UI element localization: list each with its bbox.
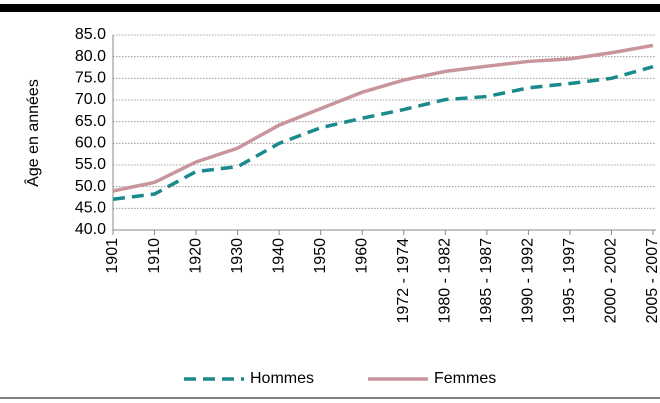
legend-label: Hommes <box>250 370 314 387</box>
x-tick-label: 1985 - 1987 <box>478 238 495 324</box>
legend-label: Femmes <box>434 370 496 387</box>
top-rule <box>0 4 660 12</box>
x-tick-label: 1910 <box>146 238 163 274</box>
series-line <box>112 43 654 193</box>
x-tick-label: 1980 - 1982 <box>437 238 454 324</box>
x-tick-label: 1940 <box>270 238 287 274</box>
x-tick-label: 1930 <box>229 238 246 274</box>
x-tick-label: 2005 - 2007 <box>644 238 660 324</box>
x-tick-label: 1990 - 1992 <box>520 238 537 324</box>
series-line <box>112 64 654 201</box>
y-tick-label: 80.0 <box>75 48 106 65</box>
y-tick-label: 50.0 <box>75 178 106 195</box>
y-tick-label: 70.0 <box>75 91 106 108</box>
x-tick-label: 1995 - 1997 <box>561 238 578 324</box>
y-tick-label: 40.0 <box>75 221 106 238</box>
x-tick-label: 1901 <box>104 238 121 274</box>
x-tick-label: 1950 <box>312 238 329 274</box>
y-tick-label: 75.0 <box>75 70 106 87</box>
y-tick-label: 55.0 <box>75 156 106 173</box>
x-tick-label: 1960 <box>353 238 370 274</box>
y-tick-label: 60.0 <box>75 135 106 152</box>
x-tick-label: 1920 <box>187 238 204 274</box>
y-tick-label: 65.0 <box>75 113 106 130</box>
y-tick-label: 85.0 <box>75 26 106 43</box>
x-tick-label: 2000 - 2002 <box>603 238 620 324</box>
x-tick-label: 1972 - 1974 <box>395 238 412 324</box>
y-axis-label: Âge en années <box>23 79 42 187</box>
y-tick-label: 45.0 <box>75 200 106 217</box>
